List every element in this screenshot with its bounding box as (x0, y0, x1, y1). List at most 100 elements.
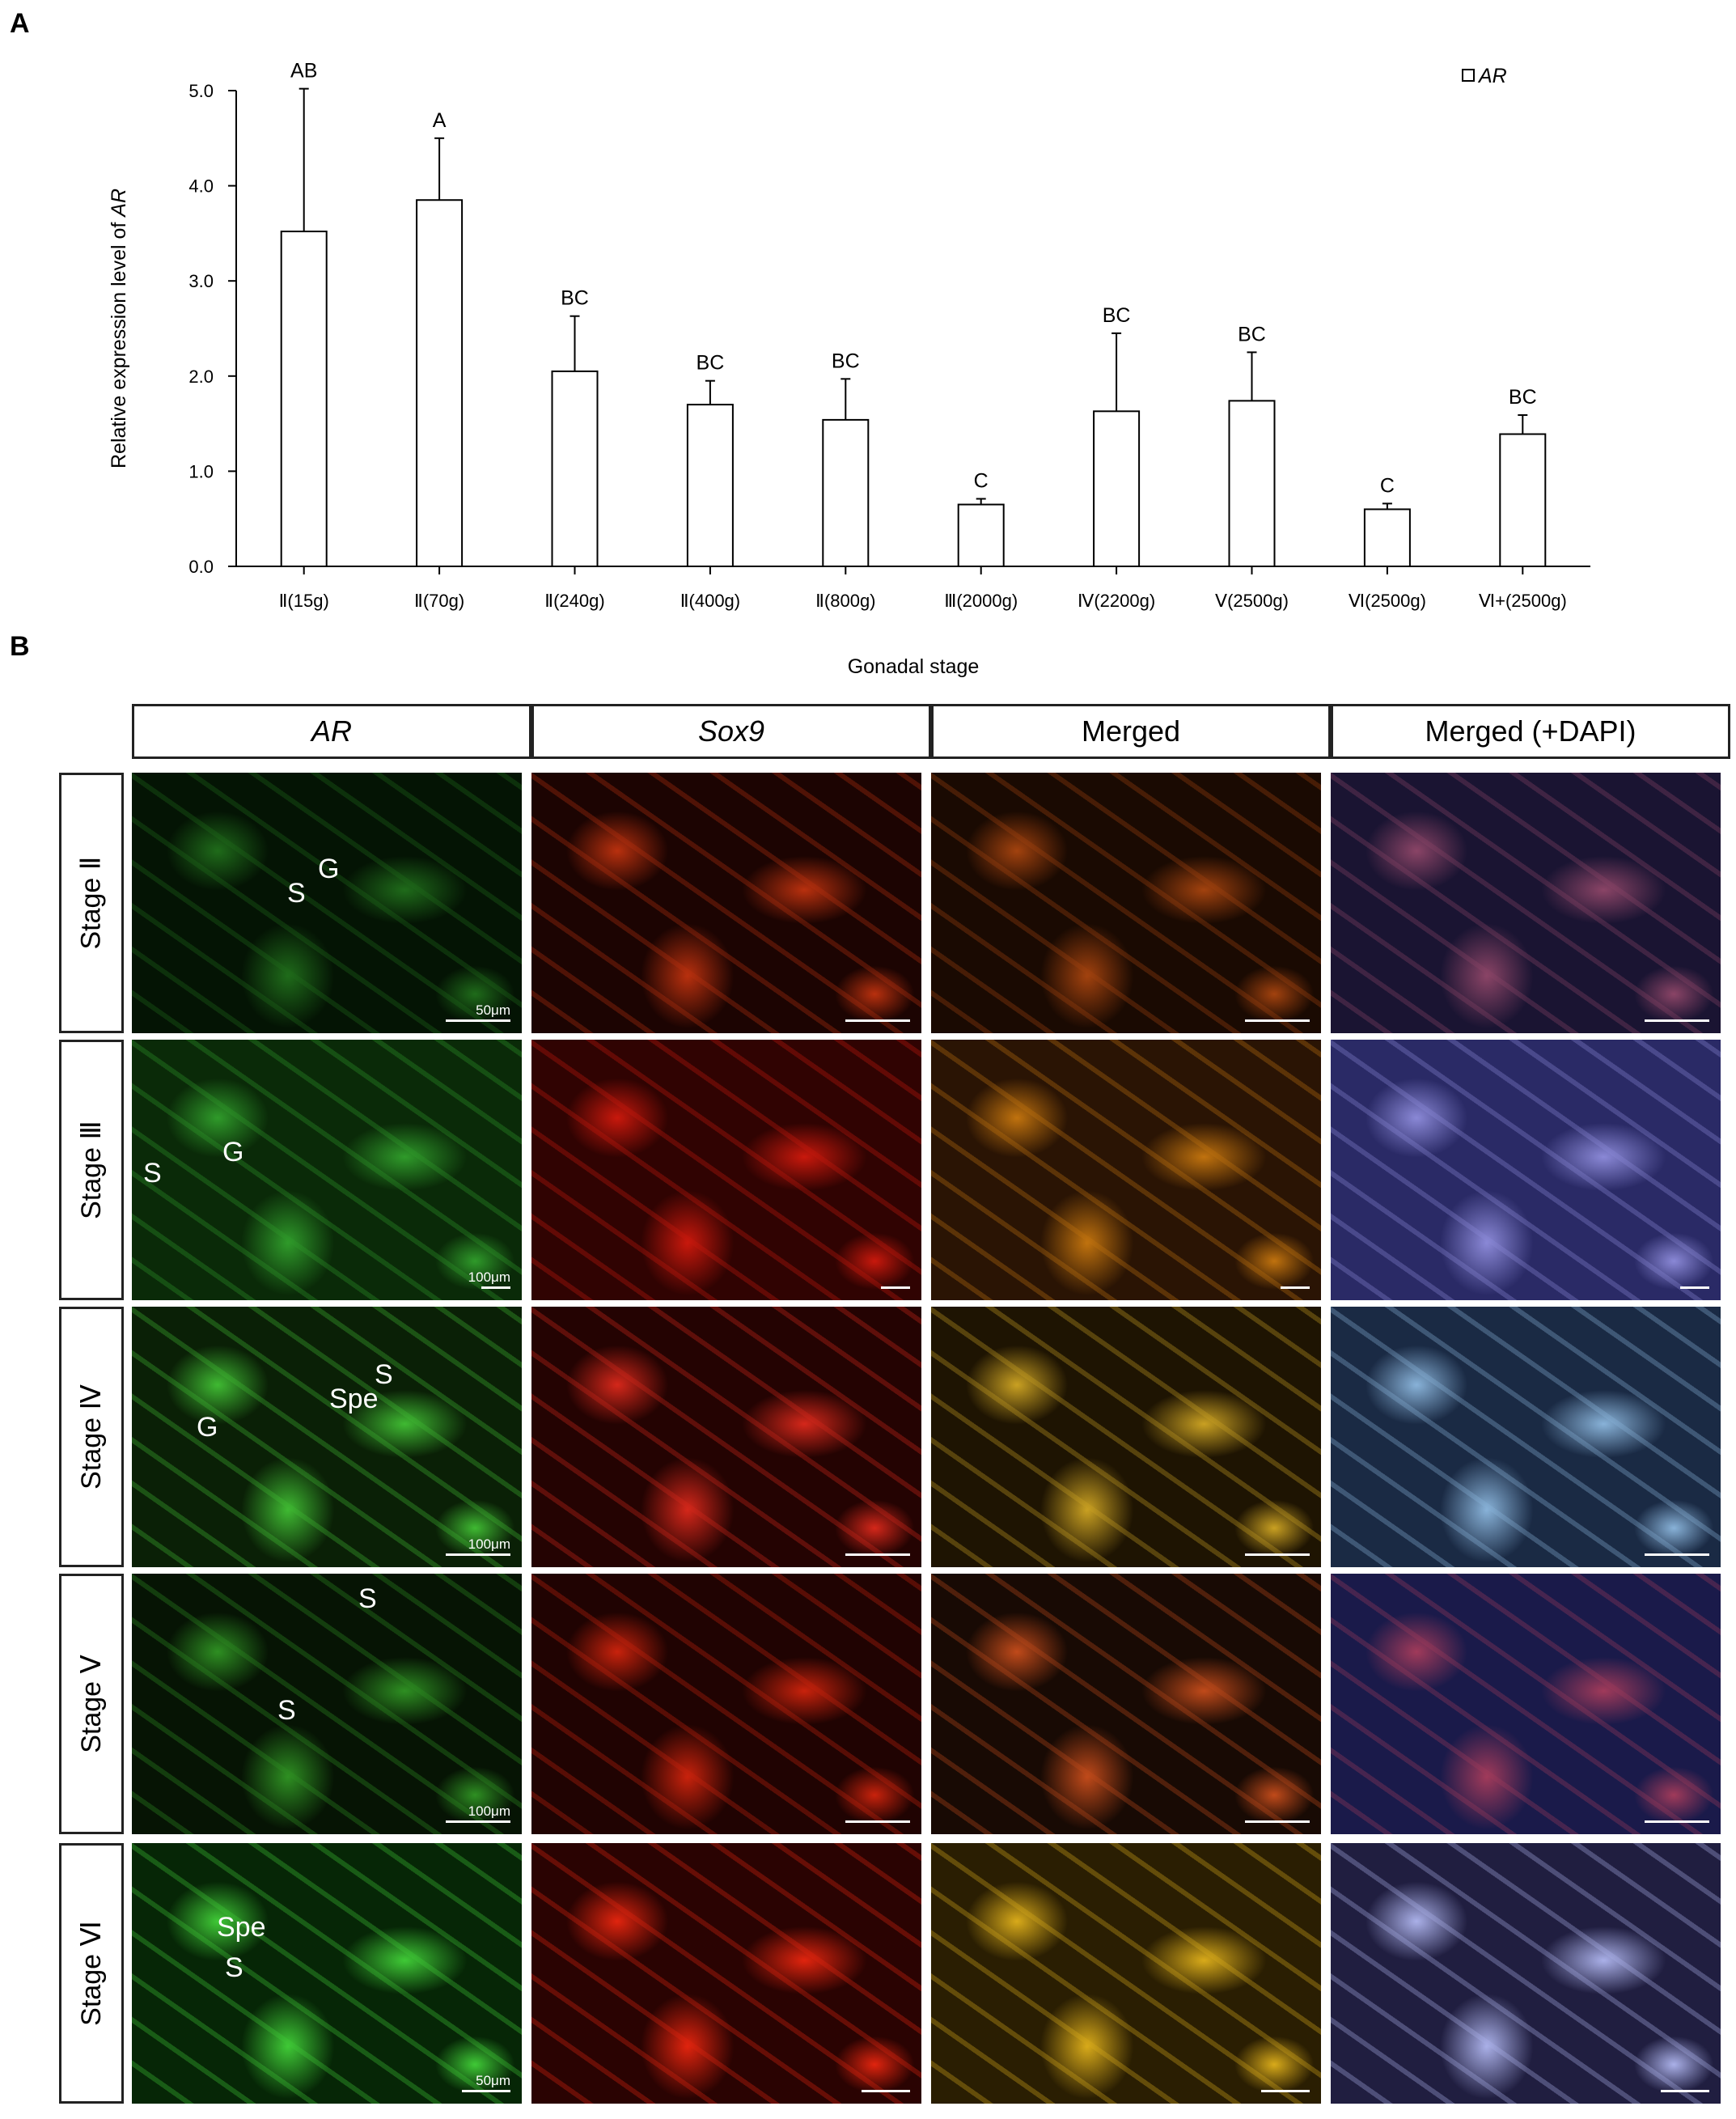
y-tick-label: 4.0 (188, 176, 214, 197)
cell-annotation: G (318, 854, 340, 884)
significance-label: C (1380, 474, 1395, 497)
micrograph-tile (531, 1307, 921, 1567)
cell-annotation: G (197, 1412, 218, 1443)
significance-label: BC (1238, 323, 1266, 345)
row-header-stage-v: Stage Ⅴ (59, 1574, 124, 1834)
significance-label: BC (832, 350, 860, 372)
micrograph-tile: 100μm S S (132, 1574, 522, 1834)
micrograph-tile (931, 1307, 1321, 1567)
legend-swatch (1462, 69, 1475, 82)
y-tick-label: 5.0 (188, 81, 214, 101)
micrograph-tile (531, 1040, 921, 1300)
micrograph-tile (1331, 1040, 1721, 1300)
bar (822, 418, 870, 567)
micrograph-tile (931, 1843, 1321, 2104)
y-tick-label: 2.0 (188, 367, 214, 387)
row-header-stage-iv: Stage Ⅳ (59, 1307, 124, 1567)
bar (686, 404, 734, 567)
column-header-merged-dapi: Merged (+DAPI) (1331, 704, 1730, 759)
scale-bar (881, 1286, 910, 1289)
x-axis-label: Gonadal stage (848, 655, 980, 678)
row-header-label: Stage Ⅴ (76, 1655, 107, 1753)
scale-bar (1245, 1019, 1310, 1022)
scale-bar (462, 2090, 510, 2092)
micrograph-tile (931, 1040, 1321, 1300)
scale-bar-label: 100μm (468, 1536, 510, 1552)
x-tick-label: Ⅱ(240g) (544, 591, 604, 611)
micrograph-tile (931, 1574, 1321, 1834)
cell-annotation: Spe (329, 1384, 379, 1414)
row-header-label: Stage Ⅱ (76, 856, 108, 950)
column-header-merged: Merged (931, 704, 1331, 759)
significance-label: BC (1509, 386, 1537, 409)
bar (551, 370, 599, 568)
micrograph-tile (531, 1843, 921, 2104)
scale-bar (1281, 1286, 1310, 1289)
row-header-label: Stage Ⅲ (76, 1121, 107, 1219)
micrograph-tile (531, 1574, 921, 1834)
scale-bar (1680, 1286, 1709, 1289)
scale-bar (446, 1553, 510, 1556)
micrograph-tile (1331, 1843, 1721, 2104)
bar-chart: 0.0 1.0 2.0 3.0 4.0 5.0 Relative expression le… (108, 60, 1590, 678)
x-tick-label: Ⅱ(800g) (815, 591, 875, 611)
micrograph-tile (531, 773, 921, 1033)
micrograph-tile (1331, 773, 1721, 1033)
x-tick-label: Ⅱ(15g) (279, 591, 329, 611)
column-header-sox9: Sox9 (531, 704, 931, 759)
x-tick-label: Ⅱ(70g) (414, 591, 464, 611)
micrograph-tile: 100μm G S (132, 1040, 522, 1300)
cell-annotation: S (358, 1583, 377, 1614)
bar (957, 503, 1005, 567)
significance-label: BC (697, 352, 725, 375)
row-header-stage-ii: Stage Ⅱ (59, 773, 124, 1033)
significance-label: C (974, 470, 989, 493)
scale-bar-label: 100μm (468, 1803, 510, 1819)
scale-bar (1261, 2090, 1310, 2092)
scale-bar (1645, 1019, 1709, 1022)
micrograph-tile (931, 773, 1321, 1033)
x-tick-label: Ⅳ(2200g) (1078, 591, 1155, 611)
column-header-ar: AR (132, 704, 531, 759)
cell-annotation: S (225, 1952, 243, 1983)
x-tick-label: Ⅴ(2500g) (1215, 591, 1289, 611)
panel-a-label: A (10, 8, 30, 39)
y-tick-label: 3.0 (188, 271, 214, 291)
y-tick-label: 1.0 (188, 461, 214, 481)
scale-bar (481, 1286, 510, 1289)
significance-label: A (433, 109, 447, 132)
legend-label: AR (1477, 65, 1507, 87)
scale-bar-label: 50μm (476, 1002, 510, 1018)
cell-annotation: Spe (217, 1912, 266, 1943)
cell-annotation: S (287, 878, 306, 909)
row-header-stage-iii: Stage Ⅲ (59, 1040, 124, 1300)
y-axis-label: Relative expression level of AR (108, 189, 130, 468)
scale-bar (1245, 1820, 1310, 1823)
micrograph-tile: 100μm S Spe G (132, 1307, 522, 1567)
scale-bar-label: 50μm (476, 2073, 510, 2088)
micrograph-tile (1331, 1307, 1721, 1567)
scale-bar (1645, 1553, 1709, 1556)
scale-bar (1245, 1553, 1310, 1556)
scale-bar (845, 1019, 910, 1022)
cell-annotation: S (277, 1695, 296, 1726)
cell-annotation: S (143, 1158, 162, 1189)
x-tick-label: Ⅲ(2000g) (944, 591, 1018, 611)
row-header-label: Stage Ⅳ (76, 1384, 107, 1490)
bar (416, 199, 464, 568)
x-tick-label: Ⅱ(400g) (680, 591, 740, 611)
scale-bar (845, 1553, 910, 1556)
scale-bar (845, 1820, 910, 1823)
scale-bar (1661, 2090, 1709, 2092)
scale-bar (862, 2090, 910, 2092)
row-header-label: Stage Ⅵ (76, 1921, 108, 2026)
bar (280, 231, 328, 567)
significance-label: AB (290, 60, 317, 83)
x-tick-label: Ⅵ+(2500g) (1479, 591, 1567, 611)
cell-annotation: S (375, 1359, 393, 1390)
scale-bar (446, 1019, 510, 1022)
significance-label: BC (1103, 304, 1131, 327)
cell-annotation: G (222, 1137, 244, 1168)
y-tick-label: 0.0 (188, 557, 214, 577)
